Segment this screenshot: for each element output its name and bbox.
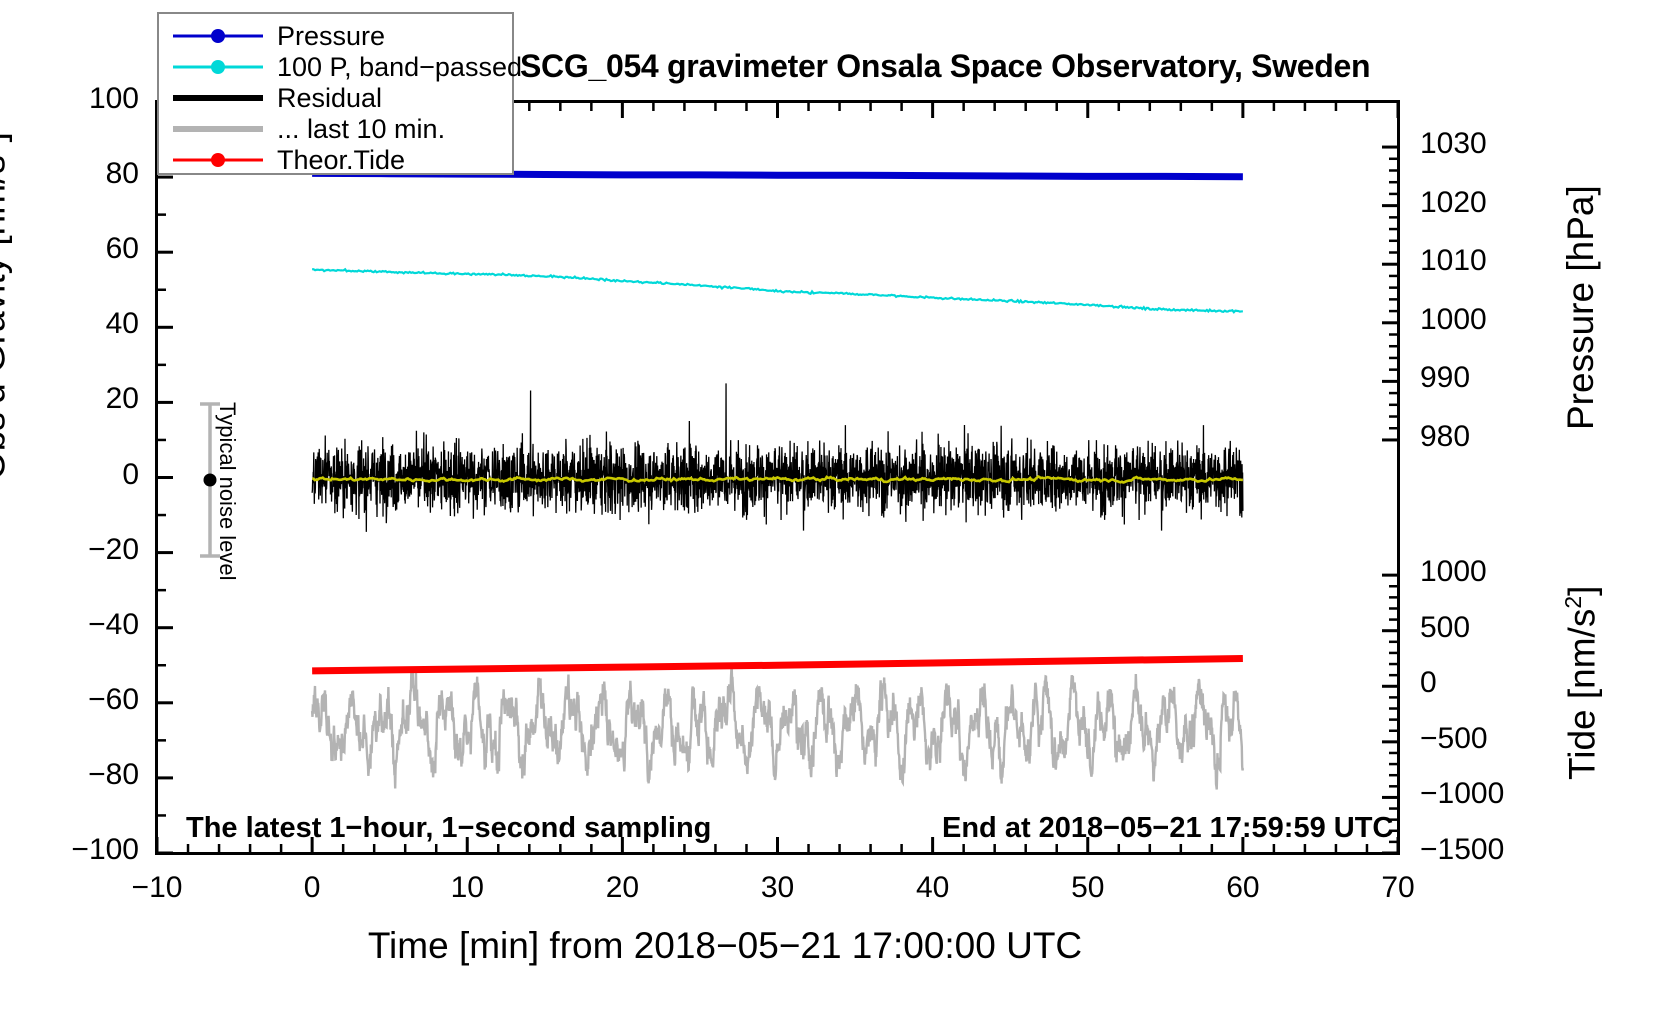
axis-tick-label: 1000	[1420, 302, 1487, 336]
typical-noise-level-label: Typical noise level	[215, 402, 240, 581]
axis-tick-label: 60	[1226, 871, 1260, 904]
axis-tick-label: 100	[88, 82, 139, 115]
annotation-end-time: End at 2018−05−21 17:59:59 UTC	[942, 812, 1394, 844]
annotation-sampling-info: The latest 1−hour, 1−second sampling	[186, 812, 712, 844]
axis-tick-label: −10	[131, 871, 183, 904]
legend-label-pressure: Pressure	[277, 20, 386, 51]
legend-label-residual: Residual	[277, 82, 383, 113]
legend-item-band-passed[interactable]: 100 P, band−passed	[159, 52, 522, 82]
axis-tick-label: 20	[605, 871, 640, 904]
y-axis-tide-title-exponent: 2	[1560, 595, 1586, 609]
legend-swatch-band-passed	[173, 52, 263, 82]
axis-tick-label: −500	[1420, 721, 1488, 755]
y-axis-tide-title-tail: ]	[1561, 585, 1603, 596]
legend-item-residual[interactable]: Residual	[159, 83, 512, 113]
axis-tick-label: 50	[1071, 871, 1105, 904]
axis-tick-label: −40	[88, 607, 139, 641]
legend-swatch-residual	[173, 83, 263, 113]
axis-tick-label: 1020	[1420, 185, 1487, 219]
legend-swatch-pressure	[173, 21, 263, 51]
axis-tick-label: 990	[1420, 361, 1471, 395]
legend-swatch-theor-tide	[173, 145, 263, 175]
axis-tick-label: 1010	[1420, 244, 1487, 278]
plot-area	[155, 100, 1400, 855]
axis-tick-label: 0	[303, 871, 321, 904]
y-axis-left-title-tail: ]	[0, 132, 12, 142]
axis-tick-label: −100	[71, 833, 139, 866]
axis-tick-label: 10	[450, 871, 484, 904]
axis-tick-label: 1030	[1420, 127, 1487, 161]
axis-tick-label: −80	[88, 757, 139, 791]
chart-title: SCG_054 gravimeter Onsala Space Observat…	[520, 48, 1371, 84]
axis-tick-label: 70	[1381, 871, 1415, 904]
typical-noise-level-marker	[200, 402, 220, 558]
axis-tick-label: 40	[915, 871, 950, 904]
axis-tick-label: 980	[1420, 419, 1471, 453]
legend-item-theor-tide[interactable]: Theor.Tide	[159, 145, 512, 175]
axis-tick-label: 500	[1420, 610, 1471, 644]
legend-label-theor-tide: Theor.Tide	[277, 144, 406, 175]
axis-tick-label: 30	[760, 871, 795, 904]
legend-label-last-10-min: ... last 10 min.	[277, 113, 446, 144]
x-axis-title: Time [min] from 2018−05−21 17:00:00 UTC	[367, 925, 1083, 966]
legend-label-band-passed: 100 P, band−passed	[277, 51, 522, 82]
y-axis-pressure-title: Pressure [hPa]	[1560, 185, 1601, 430]
legend-item-last-10-min[interactable]: ... last 10 min.	[159, 114, 512, 144]
axis-tick-label: −1500	[1420, 833, 1505, 866]
y-axis-tide-title-text: Tide [nm/s	[1561, 608, 1603, 780]
axis-tick-label: 0	[122, 457, 139, 491]
legend-item-pressure[interactable]: Pressure	[159, 21, 512, 51]
axis-tick-label: 80	[105, 157, 139, 191]
axis-tick-label: 60	[105, 232, 139, 266]
axis-tick-label: 20	[105, 382, 139, 416]
legend: Pressure 100 P, band−passed Residual ...…	[157, 12, 522, 175]
axis-tick-label: 0	[1420, 666, 1437, 700]
axis-tick-label: 1000	[1420, 555, 1487, 589]
legend-swatch-last-10-min	[173, 114, 263, 144]
axis-tick-label: −60	[88, 682, 139, 716]
axis-tick-label: −1000	[1420, 777, 1505, 811]
y-axis-tide-title: Tide [nm/s2]	[1560, 586, 1603, 780]
axis-tick-label: 40	[105, 307, 139, 341]
axis-tick-label: −20	[88, 532, 139, 566]
